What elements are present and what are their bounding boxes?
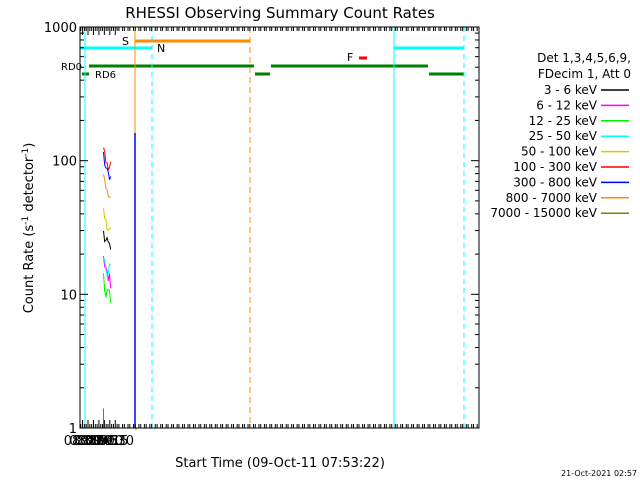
x-tick-label: 08:30 <box>75 434 112 449</box>
series-line-5 <box>103 147 112 172</box>
series-lines <box>103 133 137 430</box>
series-line-0 <box>103 230 112 250</box>
x-axis-label: Start Time (09-Oct-11 07:53:22) <box>175 456 385 471</box>
chart-title: RHESSI Observing Summary Count Rates <box>125 4 435 22</box>
y-tick-label: 1 <box>69 422 77 437</box>
y-tick-label: 1000 <box>44 21 77 36</box>
plot-frame <box>79 26 480 429</box>
flag-label-s: S <box>122 35 129 48</box>
flag-bars <box>80 27 465 428</box>
series-line-6 <box>103 151 112 180</box>
x-tick-label: 08:15 <box>69 434 106 449</box>
y-tick-label: 10 <box>60 288 77 303</box>
timestamp: 21-Oct-2021 02:57 <box>561 469 637 478</box>
series-line-7 <box>103 174 111 198</box>
x-tick-label: 08:00 <box>64 434 101 449</box>
flag-label-n: N <box>157 42 165 55</box>
legend-label: 25 - 50 keV <box>529 129 598 143</box>
y-axis-label: Count Rate (s-1 detector-1) <box>21 143 37 314</box>
legend: Det 1,3,4,5,6,9, FDecim 1, Att 0 3 - 6 k… <box>490 51 631 220</box>
legend-label: 3 - 6 keV <box>544 83 598 97</box>
legend-label: 300 - 800 keV <box>513 175 597 189</box>
flag-label-f: F <box>347 51 353 64</box>
legend-header-1: Det 1,3,4,5,6,9, <box>537 51 631 65</box>
series-line-2 <box>103 273 112 304</box>
series-line-4 <box>103 207 111 232</box>
flag-label-rd0: RD0 <box>61 62 82 73</box>
x-tick-label: 09:30 <box>97 434 134 449</box>
x-tick-label: 09:00 <box>86 434 123 449</box>
series-line-3 <box>103 257 112 276</box>
legend-label: 6 - 12 keV <box>536 98 598 112</box>
y-tick-label: 100 <box>52 155 77 170</box>
legend-label: 7000 - 15000 keV <box>490 206 597 220</box>
legend-header-2: FDecim 1, Att 0 <box>538 67 631 81</box>
x-tick-label: 09:15 <box>91 434 128 449</box>
series-line-1 <box>103 255 112 289</box>
flag-label-rd6: RD6 <box>95 70 116 81</box>
legend-label: 800 - 7000 keV <box>506 191 598 205</box>
legend-label: 50 - 100 keV <box>521 145 598 159</box>
x-tick-label: 08:45 <box>80 434 117 449</box>
legend-label: 12 - 25 keV <box>529 114 598 128</box>
legend-label: 100 - 300 keV <box>513 160 597 174</box>
